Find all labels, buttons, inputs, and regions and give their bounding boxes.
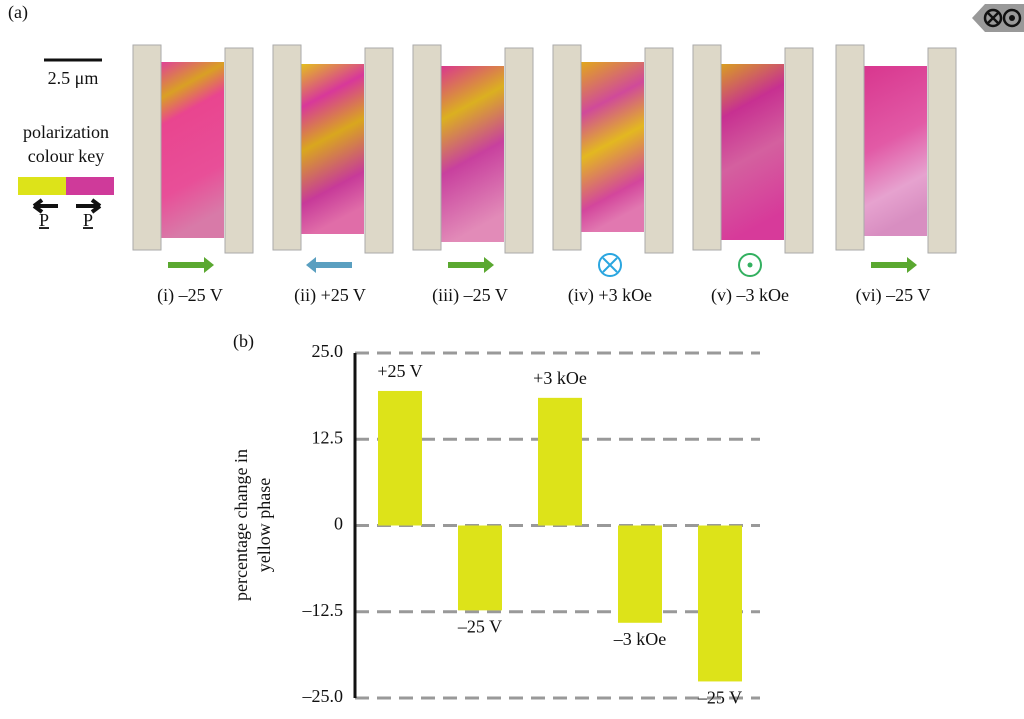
bar-label: –3 kOe [613, 629, 667, 649]
bar [698, 525, 742, 682]
image-label: (v) –3 kOe [711, 285, 789, 306]
y-axis-label: percentage change in [231, 449, 251, 601]
field-icon [738, 253, 762, 277]
key-yellow [18, 177, 66, 195]
corner-icon [972, 4, 1024, 32]
afm-image [440, 66, 504, 242]
y-tick-label: –25.0 [302, 686, 344, 706]
afm-image [300, 64, 364, 234]
afm-image [580, 62, 644, 232]
electrode [692, 44, 722, 251]
afm-image [720, 64, 784, 240]
field-arrow [871, 257, 917, 273]
key-title: polarization [23, 122, 109, 142]
electrode [835, 44, 865, 251]
electrode [504, 47, 534, 254]
bar-label: –25 V [697, 688, 742, 708]
bar [618, 525, 662, 623]
electrode [272, 44, 302, 251]
key-p: P [39, 210, 49, 230]
panel-a-label: (a) [8, 2, 28, 23]
y-axis-label: yellow phase [254, 478, 274, 572]
image-label: (vi) –25 V [856, 285, 931, 306]
key-p: P [83, 210, 93, 230]
bar [378, 390, 422, 526]
image-label: (i) –25 V [157, 285, 223, 306]
y-tick-label: 0 [334, 514, 343, 534]
electrode [412, 44, 442, 251]
bar-label: +3 kOe [533, 368, 587, 388]
electrode [644, 47, 674, 254]
y-tick-label: –12.5 [302, 600, 344, 620]
afm-image [160, 62, 224, 238]
key-magenta [66, 177, 114, 195]
bar [458, 525, 502, 611]
panel-b-label: (b) [233, 331, 254, 352]
y-tick-label: 12.5 [312, 427, 344, 447]
field-icon [747, 262, 753, 268]
field-arrow [306, 257, 352, 273]
field-arrow [448, 257, 494, 273]
field-icon [602, 257, 618, 273]
key-arrow-right [76, 198, 102, 214]
y-tick-label: 25.0 [312, 341, 344, 361]
scale-bar-label: 2.5 μm [48, 68, 99, 88]
key-arrow-left [32, 198, 58, 214]
field-arrow [168, 257, 214, 273]
image-label: (iv) +3 kOe [568, 285, 652, 306]
bar-label: +25 V [377, 361, 422, 381]
image-label: (ii) +25 V [294, 285, 366, 306]
key-title: colour key [28, 146, 104, 166]
electrode [364, 47, 394, 254]
electrode [224, 47, 254, 254]
image-label: (iii) –25 V [432, 285, 508, 306]
electrode [927, 47, 957, 254]
afm-image [863, 66, 927, 236]
field-icon [598, 253, 622, 277]
electrode [784, 47, 814, 254]
electrode [552, 44, 582, 251]
electrode [132, 44, 162, 251]
bar-label: –25 V [457, 616, 502, 636]
bar [538, 397, 582, 526]
